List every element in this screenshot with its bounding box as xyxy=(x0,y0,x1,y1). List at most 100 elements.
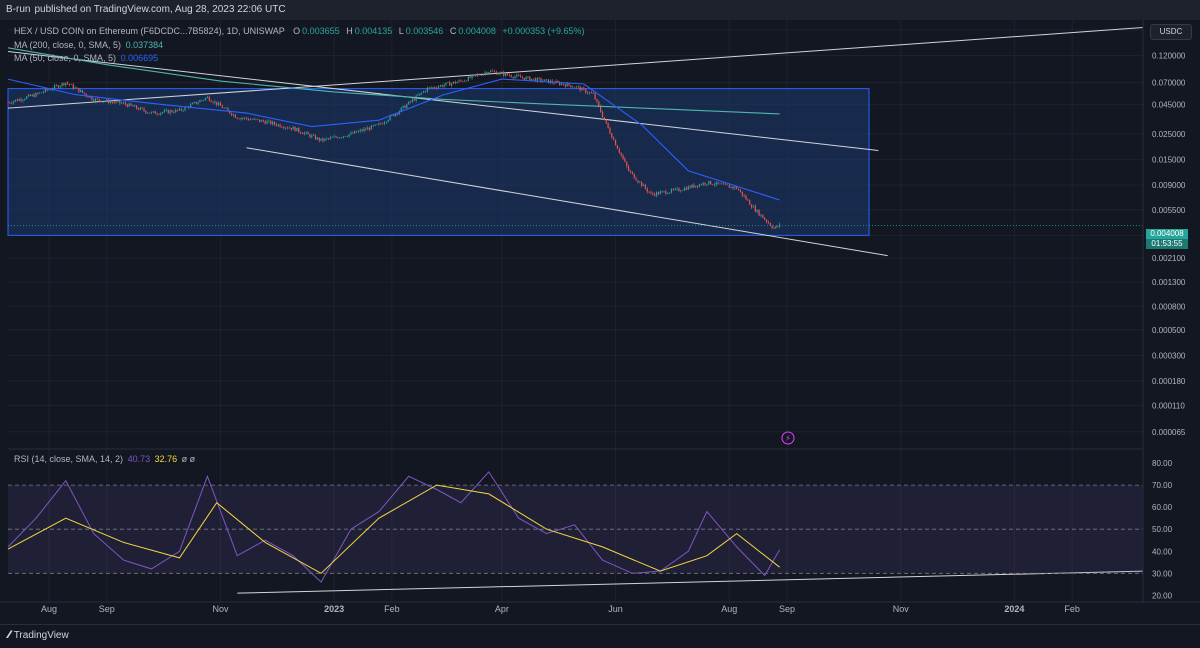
alert-icon xyxy=(781,431,795,445)
candle-body xyxy=(80,90,82,93)
candle-body xyxy=(296,128,298,132)
tradingview-logo[interactable]: ⁄⁄ TradingView xyxy=(8,629,69,641)
candle-body xyxy=(464,80,466,82)
candle-body xyxy=(326,138,328,140)
candle-body xyxy=(329,137,332,139)
candle-body xyxy=(318,137,320,141)
x-tick-label: Aug xyxy=(721,604,737,614)
y-tick-label: 0.002100 xyxy=(1152,254,1186,263)
candle-body xyxy=(450,83,453,86)
candle-body xyxy=(506,73,509,76)
candle-body xyxy=(739,190,742,192)
candle-body xyxy=(711,184,714,186)
candle-body xyxy=(162,112,164,113)
candle-body xyxy=(109,101,112,103)
candle-body xyxy=(607,122,609,129)
candle-body xyxy=(467,76,469,82)
candle-body xyxy=(251,119,253,121)
candle-body xyxy=(465,80,468,82)
candle-body xyxy=(404,105,406,108)
candle-body xyxy=(152,111,154,113)
candle-body xyxy=(741,191,743,196)
candle-body xyxy=(765,219,768,222)
candle-body xyxy=(501,72,503,73)
candle-body xyxy=(532,78,535,80)
candle-body xyxy=(367,127,369,130)
candle-body xyxy=(359,129,361,132)
candle-body xyxy=(294,126,296,132)
rsi-tick-label: 70.00 xyxy=(1152,481,1173,490)
high-label: H xyxy=(346,26,353,36)
candle-body xyxy=(27,94,30,97)
candle-body xyxy=(762,214,764,218)
rsi-legend[interactable]: RSI (14, close, SMA, 14, 2) 40.73 32.76 … xyxy=(14,454,195,464)
candle-body xyxy=(546,79,548,81)
candle-body xyxy=(421,92,423,94)
candle-body xyxy=(197,102,199,104)
candle-body xyxy=(674,188,676,190)
currency-button[interactable]: USDC xyxy=(1150,24,1192,40)
candle-body xyxy=(277,124,279,126)
candle-body xyxy=(646,188,648,192)
candle-body xyxy=(324,138,326,141)
brand-name: TradingView xyxy=(13,629,69,641)
candle-body xyxy=(225,108,227,109)
symbol-legend[interactable]: HEX / USD COIN on Ethereum (F6DCDC...7B5… xyxy=(14,26,584,36)
candle-body xyxy=(42,91,45,93)
candle-body xyxy=(719,183,721,185)
candle-body xyxy=(669,192,671,194)
candle-body xyxy=(283,127,285,129)
candle-body xyxy=(382,123,384,125)
published-info: published on TradingView.com, Aug 28, 20… xyxy=(34,4,286,15)
candle-body xyxy=(255,118,257,120)
candle-body xyxy=(132,105,134,107)
candle-body xyxy=(633,173,635,179)
ma200-legend[interactable]: MA (200, close, 0, SMA, 5) 0.037384 xyxy=(14,40,163,50)
candle-body xyxy=(708,180,710,185)
candle-body xyxy=(449,82,451,86)
candle-body xyxy=(70,84,72,85)
candle-body xyxy=(538,77,540,79)
candle-body xyxy=(486,72,488,74)
candle-body xyxy=(663,191,665,192)
candle-body xyxy=(724,183,727,185)
candle-body xyxy=(57,85,59,88)
candle-body xyxy=(184,106,186,111)
candle-body xyxy=(128,103,130,107)
candle-body xyxy=(432,87,434,88)
ma50-label: MA (50, close, 0, SMA, 5) xyxy=(14,53,117,63)
last-price-tag: 0.004008 xyxy=(1146,229,1188,239)
candle-body xyxy=(348,134,350,137)
candle-body xyxy=(141,107,143,109)
candle-body xyxy=(247,118,250,120)
candle-body xyxy=(134,105,136,107)
candle-body xyxy=(354,131,356,134)
candle-body xyxy=(39,92,41,94)
candle-body xyxy=(631,171,633,174)
candle-body xyxy=(678,188,680,192)
candle-body xyxy=(320,138,322,141)
candle-body xyxy=(590,92,592,94)
candle-body xyxy=(204,98,207,100)
candle-body xyxy=(577,86,579,87)
candle-body xyxy=(163,110,166,113)
candle-body xyxy=(262,120,264,122)
candle-body xyxy=(67,82,69,84)
candle-body xyxy=(208,96,210,101)
candle-body xyxy=(441,85,443,87)
candle-body xyxy=(600,106,602,113)
candle-body xyxy=(335,136,337,138)
candle-body xyxy=(270,120,272,125)
rsi-label: RSI (14, close, SMA, 14, 2) xyxy=(14,454,124,464)
x-tick-label: Jun xyxy=(608,604,623,614)
candle-body xyxy=(393,114,395,116)
ma50-legend[interactable]: MA (50, close, 0, SMA, 5) 0.006695 xyxy=(14,53,158,63)
candle-body xyxy=(622,155,624,159)
axes: Aug Sep Nov 2023 Feb Apr Jun Aug Sep Nov 2024 Feb 0.… xyxy=(0,20,1200,624)
candle-body xyxy=(616,145,619,149)
candle-body xyxy=(361,129,363,131)
candle-body xyxy=(624,158,626,162)
moving-averages xyxy=(7,47,1143,226)
author-name[interactable]: B-run xyxy=(6,4,31,15)
